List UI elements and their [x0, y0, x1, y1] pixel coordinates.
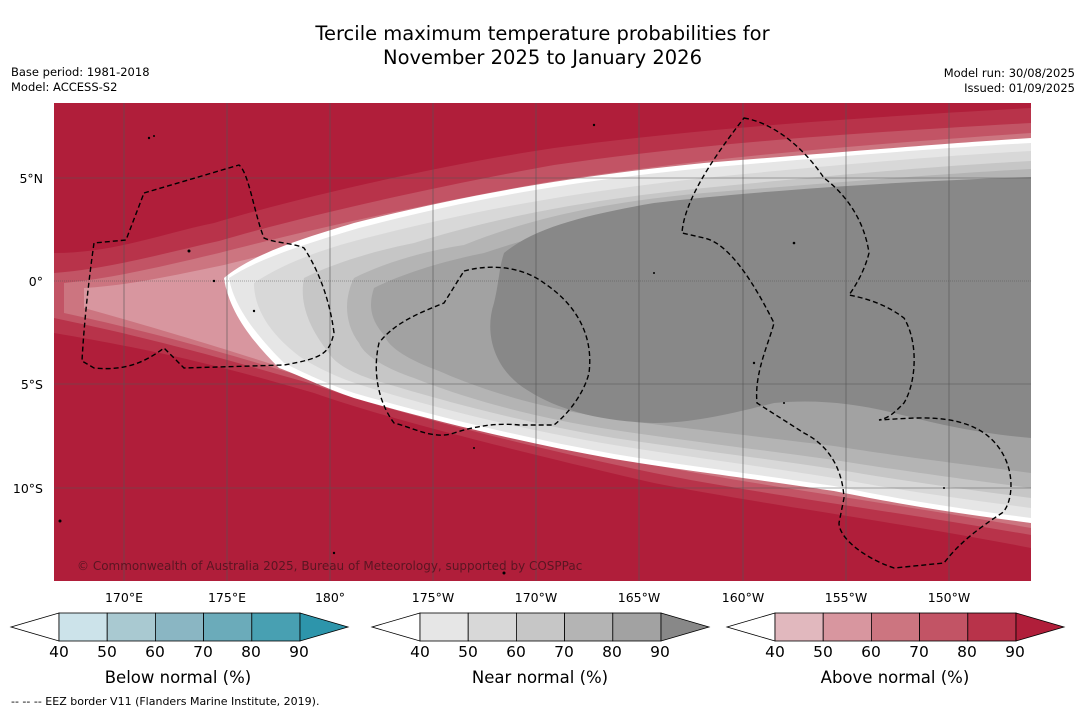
model-text: Model: ACCESS-S2	[11, 80, 118, 94]
lat-label-5s: 5°S	[20, 377, 43, 392]
cbar3-tick-90: 90	[1005, 643, 1025, 661]
cbar1-tick-40: 40	[49, 643, 69, 661]
cbar1-tick-80: 80	[241, 643, 261, 661]
lon-label-175e: 175°E	[207, 590, 246, 605]
copyright-text: © Commonwealth of Australia 2025, Bureau…	[77, 559, 583, 573]
cbar3-tick-40: 40	[765, 643, 785, 661]
cbar2-tick-60: 60	[506, 643, 526, 661]
lat-label-5n: 5°N	[19, 171, 43, 186]
above-normal-colorbar-segment	[822, 612, 872, 642]
above-normal-colorbar-min-extend	[725, 612, 776, 642]
below-normal-colorbar-segment	[251, 612, 301, 642]
meta-left: Base period: 1981-2018 Model: ACCESS-S2	[11, 65, 150, 95]
lat-label-10s: 10°S	[12, 481, 43, 496]
cbar3-tick-70: 70	[909, 643, 929, 661]
above-normal-colorbar-segment	[871, 612, 921, 642]
near-normal-colorbar-segment	[612, 612, 662, 642]
cbar2-tick-80: 80	[602, 643, 622, 661]
below-normal-colorbar-segment	[106, 612, 156, 642]
base-period-text: Base period: 1981-2018	[11, 65, 150, 79]
lon-label-170w: 170°W	[514, 590, 558, 605]
below-normal-label: Below normal (%)	[104, 668, 252, 687]
near-normal-colorbar-segment	[516, 612, 566, 642]
cbar2-tick-70: 70	[554, 643, 574, 661]
near-normal-colorbar-segment	[419, 612, 469, 642]
eez-footnote: -- -- -- EEZ border V11 (Flanders Marine…	[11, 695, 320, 708]
cbar1-tick-60: 60	[145, 643, 165, 661]
model-run-text: Model run: 30/08/2025	[943, 66, 1075, 80]
lon-label-165w: 165°W	[617, 590, 661, 605]
below-normal-colorbar-segment	[203, 612, 253, 642]
meta-right: Model run: 30/08/2025 Issued: 01/09/2025	[944, 66, 1075, 96]
lon-label-180: 180°	[314, 590, 346, 605]
cbar1-tick-50: 50	[97, 643, 117, 661]
below-normal-colorbar-min-extend	[9, 612, 60, 642]
lon-label-155w: 155°W	[824, 590, 868, 605]
near-normal-colorbar-max-extend	[660, 612, 711, 642]
near-normal-label: Near normal (%)	[471, 668, 609, 687]
cbar1-tick-90: 90	[289, 643, 309, 661]
above-normal-colorbar-segment	[774, 612, 824, 642]
lon-label-170e: 170°E	[104, 590, 143, 605]
near-normal-colorbar-segment	[564, 612, 614, 642]
above-normal-label: Above normal (%)	[820, 668, 970, 687]
below-normal-colorbar-segment	[58, 612, 108, 642]
below-normal-colorbar-max-extend	[299, 612, 350, 642]
lon-label-160w: 160°W	[721, 590, 765, 605]
lon-label-150w: 150°W	[927, 590, 971, 605]
graticule	[54, 103, 1031, 581]
cbar3-tick-60: 60	[861, 643, 881, 661]
band-near-90	[490, 177, 1031, 438]
title-line-2: November 2025 to January 2026	[383, 46, 702, 69]
islands	[58, 123, 945, 575]
above-normal-colorbar-segment	[919, 612, 969, 642]
eez-borders	[81, 117, 1012, 569]
issued-text: Issued: 01/09/2025	[964, 81, 1075, 95]
above-normal-colorbar-segment	[967, 612, 1017, 642]
cbar1-tick-70: 70	[193, 643, 213, 661]
cbar2-tick-50: 50	[458, 643, 478, 661]
chart-title: Tercile maximum temperature probabilitie…	[0, 22, 1085, 70]
title-line-1: Tercile maximum temperature probabilitie…	[315, 22, 770, 45]
cbar3-tick-50: 50	[813, 643, 833, 661]
below-normal-colorbar-segment	[154, 612, 204, 642]
near-normal-colorbar-segment	[467, 612, 517, 642]
cbar3-tick-80: 80	[957, 643, 977, 661]
probability-map	[54, 103, 1031, 581]
lat-label-0: 0°	[28, 274, 43, 289]
cbar2-tick-90: 90	[650, 643, 670, 661]
above-normal-colorbar-max-extend	[1015, 612, 1066, 642]
near-normal-colorbar-min-extend	[370, 612, 421, 642]
colorbars	[9, 612, 1066, 642]
lon-label-175w: 175°W	[411, 590, 455, 605]
cbar2-tick-40: 40	[410, 643, 430, 661]
